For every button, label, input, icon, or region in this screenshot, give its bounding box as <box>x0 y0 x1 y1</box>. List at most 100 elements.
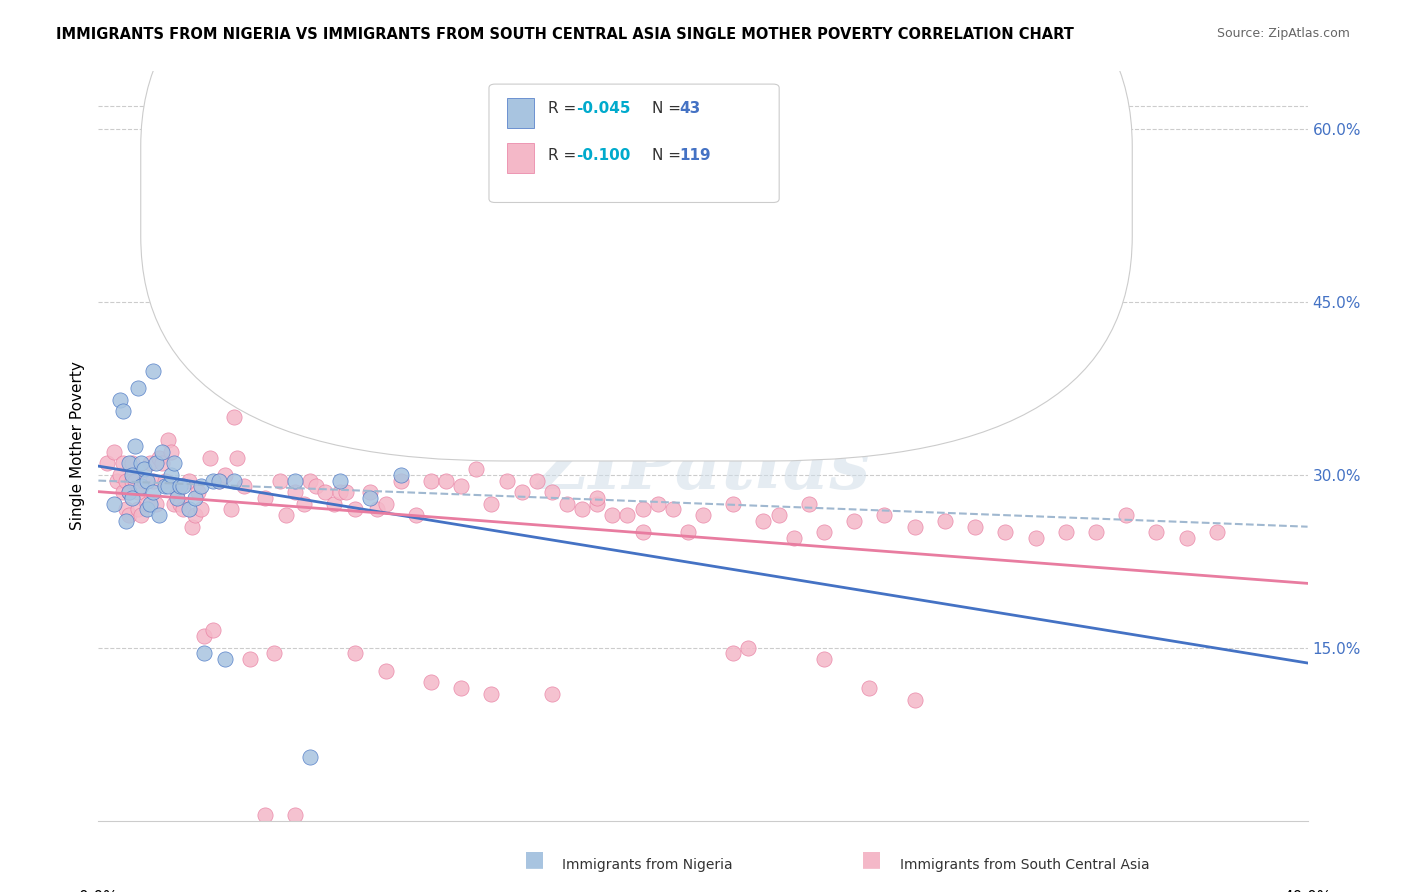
Point <box>127 502 149 516</box>
Point <box>360 485 382 500</box>
Point <box>135 497 157 511</box>
Point <box>193 226 215 240</box>
Point <box>163 497 186 511</box>
Text: N =: N = <box>652 148 686 162</box>
Point <box>129 456 152 470</box>
Point <box>224 474 246 488</box>
Point <box>124 474 146 488</box>
Point <box>181 519 204 533</box>
Point <box>190 479 212 493</box>
Point <box>873 508 896 523</box>
Point <box>586 497 609 511</box>
Point <box>723 647 745 661</box>
Point <box>160 467 183 482</box>
Point <box>813 652 835 666</box>
Point <box>145 497 167 511</box>
Point <box>844 514 866 528</box>
Point <box>374 497 396 511</box>
Point <box>142 364 165 378</box>
Point <box>166 491 188 505</box>
Point <box>202 624 225 638</box>
Point <box>555 497 578 511</box>
Point <box>904 692 927 706</box>
Point <box>121 474 143 488</box>
Point <box>156 479 179 493</box>
Text: R =: R = <box>548 102 581 116</box>
Point <box>783 531 806 545</box>
Point <box>965 519 987 533</box>
Point <box>172 479 194 493</box>
Point <box>571 502 593 516</box>
Bar <box>508 97 534 128</box>
Point <box>139 456 162 470</box>
Point <box>118 508 141 523</box>
Point <box>495 474 517 488</box>
Point <box>314 485 336 500</box>
Point <box>602 508 624 523</box>
Point <box>179 502 201 516</box>
Point <box>156 434 179 448</box>
Point <box>1085 525 1108 540</box>
Point <box>166 485 188 500</box>
Point <box>813 525 835 540</box>
Point <box>323 497 346 511</box>
Point <box>360 491 382 505</box>
Y-axis label: Single Mother Poverty: Single Mother Poverty <box>69 361 84 531</box>
Point <box>405 508 427 523</box>
Point <box>224 410 246 425</box>
Point <box>169 497 191 511</box>
Point <box>129 479 152 493</box>
Text: 119: 119 <box>679 148 710 162</box>
Point <box>292 497 315 511</box>
Point <box>179 474 201 488</box>
Point <box>586 491 609 505</box>
Point <box>263 647 285 661</box>
Text: IMMIGRANTS FROM NIGERIA VS IMMIGRANTS FROM SOUTH CENTRAL ASIA SINGLE MOTHER POVE: IMMIGRANTS FROM NIGERIA VS IMMIGRANTS FR… <box>56 27 1074 42</box>
FancyBboxPatch shape <box>141 0 1132 461</box>
Point <box>344 502 367 516</box>
Point <box>904 519 927 533</box>
Point <box>305 479 328 493</box>
Point <box>221 502 243 516</box>
Text: -0.100: -0.100 <box>576 148 630 162</box>
Point <box>1115 508 1137 523</box>
Text: -0.045: -0.045 <box>576 102 630 116</box>
Point <box>284 808 307 822</box>
Point <box>148 145 170 159</box>
Point <box>420 474 443 488</box>
Point <box>329 474 352 488</box>
Point <box>132 462 155 476</box>
Point <box>1054 525 1077 540</box>
Point <box>103 497 125 511</box>
Point <box>692 508 714 523</box>
Point <box>169 479 191 493</box>
Point <box>160 444 183 458</box>
Point <box>127 485 149 500</box>
Point <box>121 491 143 505</box>
Point <box>114 514 136 528</box>
Point <box>465 462 488 476</box>
Point <box>616 508 638 523</box>
Point <box>994 525 1017 540</box>
Point <box>148 450 170 465</box>
Point <box>193 647 215 661</box>
Point <box>132 474 155 488</box>
Point <box>153 479 176 493</box>
Point <box>139 497 162 511</box>
Point <box>200 450 222 465</box>
Point <box>450 681 472 695</box>
Point <box>540 687 562 701</box>
Point <box>190 502 212 516</box>
Point <box>142 474 165 488</box>
Point <box>284 485 307 500</box>
Text: 40.0%: 40.0% <box>1284 890 1331 892</box>
Point <box>118 485 141 500</box>
Text: R =: R = <box>548 148 581 162</box>
Point <box>631 502 654 516</box>
Point <box>163 456 186 470</box>
Point <box>148 508 170 523</box>
Point <box>214 467 236 482</box>
Point <box>202 474 225 488</box>
Point <box>187 485 209 500</box>
Point <box>329 485 352 500</box>
